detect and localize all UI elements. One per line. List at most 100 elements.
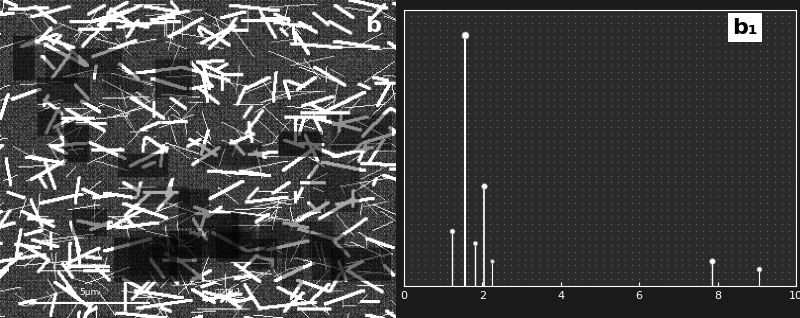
Point [426,131,439,136]
Point [454,242,467,247]
Point [597,270,610,275]
Point [733,249,746,254]
Point [454,270,467,275]
Point [697,159,710,164]
Point [611,21,624,26]
Point [583,201,596,206]
Point [768,187,781,192]
Point [426,62,439,67]
Point [554,42,567,47]
Point [626,256,638,261]
Point [747,69,760,74]
Point [554,221,567,226]
Point [704,242,717,247]
Point [405,131,418,136]
Point [576,263,589,268]
Point [761,221,774,226]
Point [618,125,631,130]
Point [434,221,446,226]
Point [611,263,624,268]
Point [562,125,574,130]
Point [412,48,425,53]
Point [697,284,710,289]
Point [626,208,638,213]
Point [626,125,638,130]
Point [469,83,482,88]
Point [505,131,518,136]
Point [662,118,674,123]
Point [754,104,766,109]
Point [597,125,610,130]
Point [426,214,439,219]
Point [604,214,617,219]
Point [675,173,688,178]
Point [412,62,425,67]
Point [662,90,674,95]
Point [505,104,518,109]
Point [490,284,503,289]
Point [747,21,760,26]
Point [669,62,682,67]
Point [490,97,503,102]
Point [733,187,746,192]
Point [405,104,418,109]
Point [704,235,717,240]
Point [690,152,702,157]
Point [405,145,418,150]
Point [426,28,439,33]
Point [662,208,674,213]
Point [654,242,667,247]
Point [518,104,531,109]
Point [576,284,589,289]
Point [633,55,646,60]
Point [640,48,653,53]
Point [711,138,724,143]
Point [540,131,553,136]
Point [469,76,482,81]
Point [533,180,546,185]
Point [640,138,653,143]
Point [469,228,482,233]
Point [704,270,717,275]
Point [782,270,795,275]
Point [718,145,731,150]
Point [483,201,496,206]
Point [569,201,582,206]
Point [662,235,674,240]
Point [419,277,432,282]
Point [562,145,574,150]
Point [775,187,788,192]
Point [675,76,688,81]
Point [526,28,538,33]
Point [398,208,410,213]
Point [412,159,425,164]
Point [547,284,560,289]
Point [761,35,774,40]
Point [576,152,589,157]
Point [704,125,717,130]
Point [405,48,418,53]
Point [540,194,553,199]
Point [512,256,525,261]
Point [476,104,489,109]
Point [583,48,596,53]
Point [747,284,760,289]
Point [419,104,432,109]
Point [547,83,560,88]
Point [640,242,653,247]
Point [790,42,800,47]
Point [775,194,788,199]
Point [790,214,800,219]
Point [754,152,766,157]
Point [483,221,496,226]
Point [669,21,682,26]
Point [682,14,695,19]
Point [476,138,489,143]
Point [454,173,467,178]
Point [675,83,688,88]
Point [562,263,574,268]
Point [440,242,453,247]
Point [490,228,503,233]
Point [490,277,503,282]
Point [611,14,624,19]
